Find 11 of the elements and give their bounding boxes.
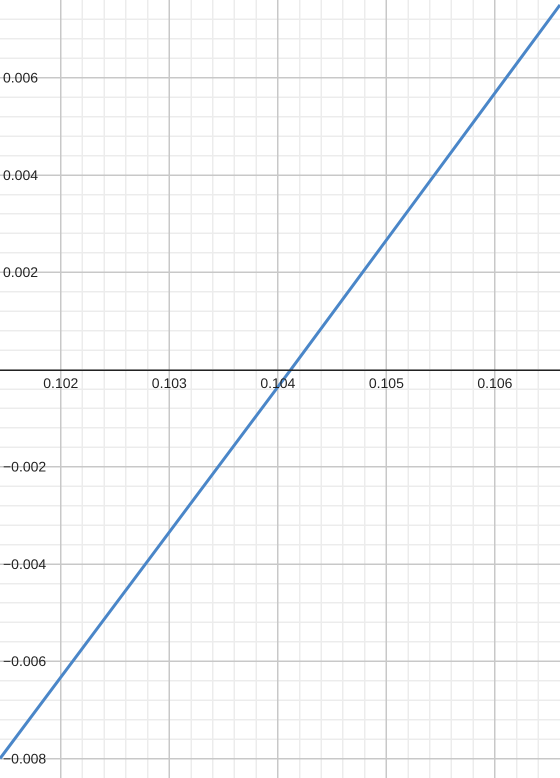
x-tick-label: 0.103: [152, 374, 188, 391]
x-tick-label: 0.105: [368, 374, 404, 391]
y-tick-label: −0.002: [3, 458, 46, 475]
x-tick-label: 0.102: [43, 374, 79, 391]
y-tick-label: 0.002: [3, 264, 38, 280]
y-tick-label: 0.004: [3, 166, 38, 183]
x-tick-label: 0.106: [477, 374, 513, 391]
y-tick-label: −0.004: [3, 556, 46, 572]
y-tick-label: 0.006: [3, 70, 38, 86]
y-tick-label: −0.006: [3, 653, 46, 670]
y-tick-label: −0.008: [3, 750, 46, 766]
